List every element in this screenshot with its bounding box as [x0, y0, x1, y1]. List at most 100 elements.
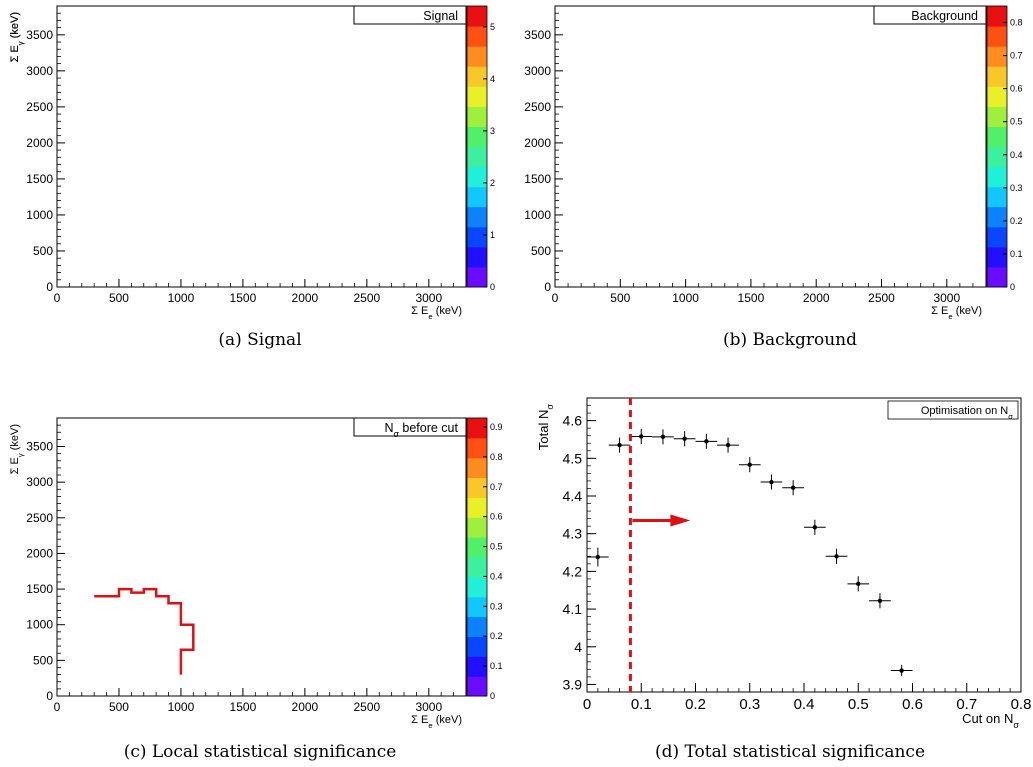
colorbar-swatch [467, 146, 487, 168]
cut-contour [94, 587, 195, 675]
caption-d: (d) Total statistical significance [654, 742, 926, 762]
x-tick-label: 2000 [292, 291, 319, 305]
data-marker [639, 434, 644, 439]
data-marker [856, 581, 861, 587]
x-tick-label: 0 [54, 291, 61, 305]
colorbar-tick-label: 0.6 [1010, 84, 1023, 94]
colorbar-swatch [467, 46, 487, 67]
colorbar-frame [986, 5, 1008, 288]
y-tick-label: 3.9 [563, 676, 583, 692]
colorbar-tick-label: 0.5 [490, 542, 503, 552]
colorbar-tick-label: 4 [490, 74, 495, 84]
y-axis-title: Σ Eγ (keV) [9, 12, 25, 62]
colorbar-tick-label: 0.9 [490, 422, 503, 432]
caption-c: (c) Local statistical significance [123, 742, 397, 762]
plot-frame [56, 417, 467, 697]
x-tick-label: 0.8 [1011, 696, 1032, 713]
y-tick-label: 4.2 [563, 563, 583, 579]
data-point [587, 547, 609, 567]
legend-box [353, 5, 467, 25]
y-axis-title: Σ Eγ (keV) [9, 424, 25, 474]
heatmap-panel-1: 0 500 1000 1500 2000 2500 3000 0 500 1000 1500 2000… [9, 5, 495, 321]
colorbar-tick-label: 0.2 [490, 631, 503, 641]
arrow-head [670, 514, 691, 527]
legend-label: Nσ before cut [384, 421, 458, 439]
y-tick-label: 2500 [524, 100, 551, 114]
data-marker [834, 554, 839, 559]
plot-frame [56, 5, 467, 288]
x-tick-label: 3000 [415, 700, 442, 714]
data-marker [595, 554, 601, 560]
colorbar-tick-label: 0.1 [1010, 249, 1023, 259]
x-tick-label: 1500 [738, 291, 765, 305]
colorbar-swatch [987, 66, 1007, 87]
colorbar-tick-label: 0.3 [490, 601, 503, 611]
colorbar-swatch [987, 26, 1007, 47]
colorbar-swatch [987, 186, 1007, 208]
colorbar-swatch [467, 596, 487, 618]
colorbar-tick-label: 0.8 [1010, 18, 1023, 28]
x-tick-label: 1000 [672, 291, 699, 305]
colorbar-swatch [987, 46, 1007, 67]
data-point [695, 433, 718, 449]
colorbar-swatch [987, 166, 1007, 188]
colorbar-swatch [467, 457, 487, 479]
data-point [782, 480, 804, 496]
x-tick-label: 1500 [230, 291, 257, 305]
colorbar-swatch [467, 86, 487, 107]
colorbar-tick-label: 0.4 [490, 571, 503, 581]
colorbar-swatch [467, 576, 487, 598]
y-tick-label: 1000 [26, 618, 53, 632]
x-tick-label: 2500 [353, 291, 380, 305]
y-tick-label: 500 [33, 244, 53, 258]
data-point [652, 429, 674, 445]
colorbar-swatch [987, 6, 1007, 27]
data-marker [704, 439, 709, 444]
data-marker [877, 598, 883, 603]
y-tick-label: 0 [544, 280, 551, 294]
x-tick-label: 0 [552, 291, 559, 305]
colorbar-swatch [467, 497, 487, 518]
legend-label: Signal [423, 9, 458, 23]
colorbar-swatch [467, 636, 487, 657]
data-point [760, 474, 783, 490]
x-tick-label: 1500 [230, 700, 257, 714]
y-tick-label: 4.4 [563, 488, 583, 504]
data-marker [682, 436, 687, 441]
data-point [804, 519, 826, 535]
plot-frame [554, 5, 987, 288]
y-tick-label: 4.6 [563, 413, 583, 429]
y-axis-title: Total Nσ [536, 404, 555, 450]
colorbar-swatch [987, 86, 1007, 107]
colorbar-swatch [987, 266, 1007, 288]
y-tick-label: 3500 [26, 440, 53, 454]
x-tick-label: 500 [610, 291, 630, 305]
colorbar-tick-label: 2 [490, 178, 495, 188]
y-tick-label: 4 [574, 639, 582, 655]
data-marker [660, 434, 666, 440]
x-tick-label: 1000 [168, 700, 195, 714]
colorbar-swatch [987, 226, 1007, 248]
y-tick-label: 3500 [524, 28, 551, 42]
colorbar-swatch [987, 206, 1007, 228]
y-tick-label: 1000 [26, 208, 53, 222]
colorbar-tick-label: 0.8 [490, 452, 503, 462]
data-point [847, 576, 870, 592]
data-point [630, 428, 653, 444]
y-tick-label: 1500 [524, 172, 551, 186]
legend-box [887, 400, 1019, 420]
colorbar-swatch [467, 126, 487, 147]
colorbar-tick-label: 0.7 [490, 482, 503, 492]
x-tick-label: 0.7 [956, 696, 977, 713]
legend-box [353, 417, 467, 437]
x-tick-label: 0.5 [848, 696, 869, 713]
y-tick-label: 2000 [26, 136, 53, 150]
y-tick-label: 0 [46, 280, 53, 294]
colorbar-frame [466, 5, 488, 288]
y-tick-label: 3000 [26, 475, 53, 489]
x-tick-label: 2000 [803, 291, 830, 305]
data-point [673, 431, 696, 447]
colorbar-tick-label: 0.6 [490, 512, 503, 522]
x-axis-title: Σ Ee (keV) [411, 714, 462, 730]
data-marker [617, 442, 622, 448]
